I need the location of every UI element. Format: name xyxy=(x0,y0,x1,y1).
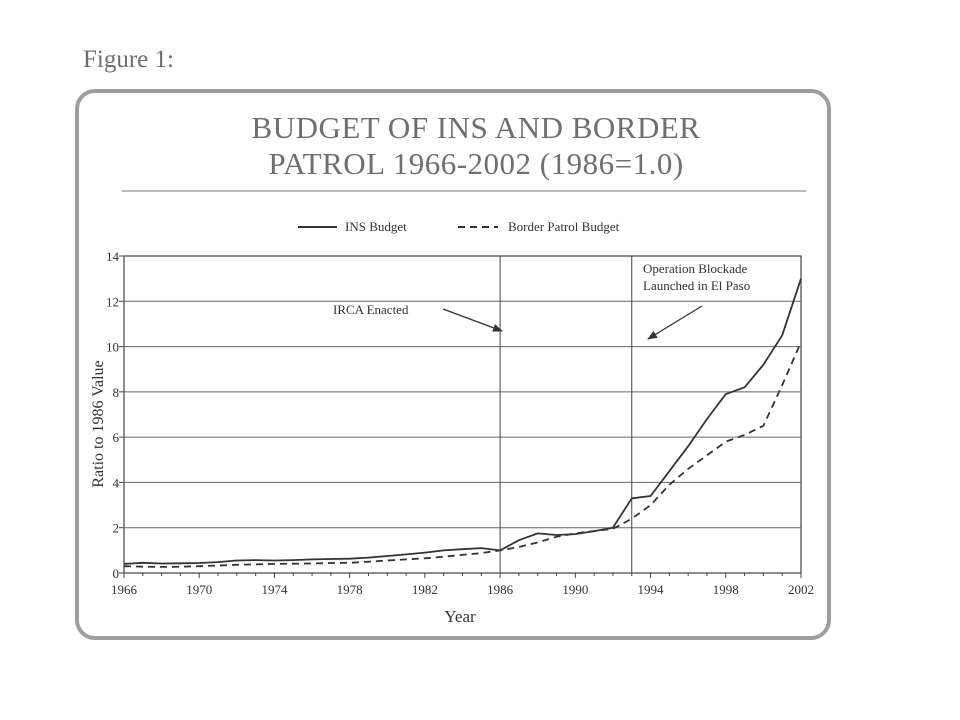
annotation-blockade-line-2: Launched in El Paso xyxy=(643,278,750,293)
y-tick-label: 8 xyxy=(113,385,120,400)
annotation-operation-blockade: Operation Blockade Launched in El Paso xyxy=(643,261,750,340)
gridlines xyxy=(124,300,801,529)
chart-frame xyxy=(75,89,831,640)
y-tick-label: 2 xyxy=(113,521,120,536)
x-tick-label: 1994 xyxy=(638,582,665,597)
x-axis-ticks: 1966 1970 1974 1978 1982 1986 1990 1994 1998 2002 xyxy=(111,573,814,597)
x-tick-label: 1978 xyxy=(337,582,363,597)
y-axis-ticks: 0 2 4 6 8 10 12 14 xyxy=(106,249,124,581)
chart-legend: INS Budget Border Patrol Budget xyxy=(298,219,620,234)
y-axis-label: Ratio to 1986 Value xyxy=(90,360,107,487)
x-tick-label: 1970 xyxy=(186,582,212,597)
x-tick-label: 2002 xyxy=(788,582,814,597)
chart-title-line-2: PATROL 1966-2002 (1986=1.0) xyxy=(268,146,684,181)
annotation-irca: IRCA Enacted xyxy=(333,302,503,332)
legend-label-border-patrol-budget: Border Patrol Budget xyxy=(508,219,620,234)
title-divider xyxy=(122,190,806,192)
series-line-border-patrol-budget xyxy=(123,341,802,568)
annotation-blockade-line-1: Operation Blockade xyxy=(643,261,748,276)
y-tick-label: 4 xyxy=(113,475,120,490)
y-tick-label: 10 xyxy=(106,340,119,355)
legend-label-ins-budget: INS Budget xyxy=(345,219,407,234)
figure-label: Figure 1: xyxy=(83,46,174,73)
x-tick-label: 1998 xyxy=(713,582,739,597)
y-tick-label: 14 xyxy=(106,249,120,264)
x-tick-label: 1990 xyxy=(562,582,588,597)
x-tick-label: 1966 xyxy=(111,582,138,597)
annotation-irca-arrow xyxy=(442,308,503,332)
y-tick-label: 0 xyxy=(113,566,120,581)
chart-title-line-1: BUDGET OF INS AND BORDER xyxy=(251,110,701,145)
x-tick-label: 1982 xyxy=(412,582,438,597)
y-tick-label: 6 xyxy=(113,430,120,445)
plot-area xyxy=(123,255,802,574)
annotation-blockade-arrow xyxy=(647,305,703,340)
x-axis-label: Year xyxy=(444,607,476,626)
annotation-irca-text: IRCA Enacted xyxy=(333,302,409,317)
series-lines xyxy=(123,278,802,568)
x-tick-label: 1974 xyxy=(261,582,288,597)
x-tick-label: 1986 xyxy=(487,582,514,597)
vertical-markers xyxy=(499,256,633,573)
y-tick-label: 12 xyxy=(106,294,119,309)
chart-title: BUDGET OF INS AND BORDER PATROL 1966-200… xyxy=(0,110,960,182)
series-line-ins-budget xyxy=(123,278,802,565)
